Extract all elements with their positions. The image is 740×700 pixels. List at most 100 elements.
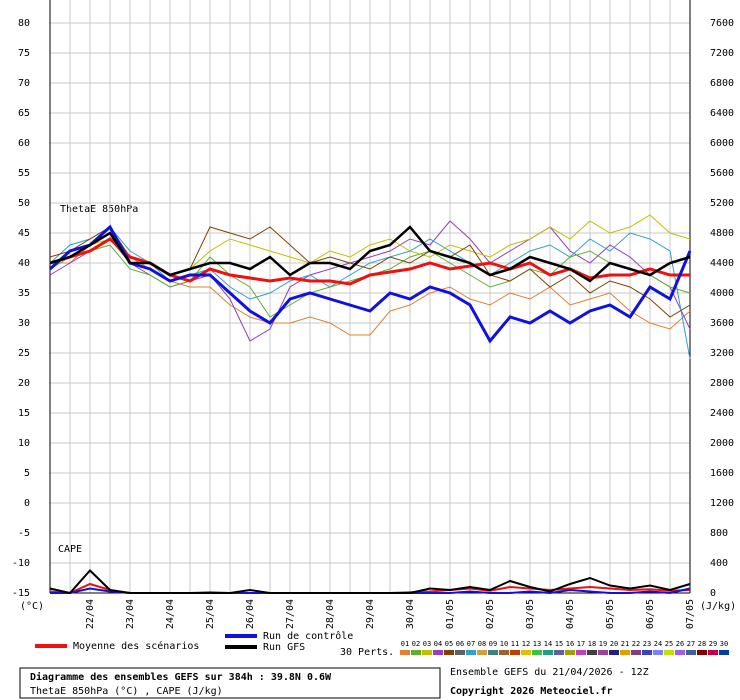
perts-legend-label: 30 Perts. (340, 647, 394, 658)
y-tick-label: 35 (18, 288, 30, 299)
x-tick-label: 24/04 (165, 599, 176, 629)
pert-legend-label: 06 (456, 640, 464, 648)
pert-legend-label: 01 (401, 640, 409, 648)
y2-tick-label: 4000 (710, 288, 734, 299)
y2-tick-label: 1600 (710, 468, 734, 479)
x-tick-label: 30/04 (405, 599, 416, 629)
cape-line (49, 569, 691, 595)
x-tick-label: 03/05 (525, 599, 536, 629)
pert-legend-swatch (675, 650, 685, 655)
pert-legend-swatch (587, 650, 597, 655)
x-tick-label: 23/04 (125, 599, 136, 629)
chart-title: Diagramme des ensembles GEFS sur 384h : … (30, 671, 332, 683)
pert-legend-label: 07 (467, 640, 475, 648)
y2-tick-label: 7600 (710, 18, 734, 29)
pert-legend-swatch (499, 650, 509, 655)
y-tick-label: 75 (18, 48, 30, 59)
x-tick-label: 29/04 (365, 599, 376, 629)
x-tick-label: 22/04 (85, 599, 96, 629)
chart-subtitle: ThetaE 850hPa (°C) , CAPE (J/kg) (30, 686, 223, 697)
x-tick-label: 28/04 (325, 599, 336, 629)
pert-legend-swatch (708, 650, 718, 655)
y2-tick-label: 4400 (710, 258, 734, 269)
pert-legend-label: 04 (434, 640, 442, 648)
y2-tick-label: 6400 (710, 108, 734, 119)
pert-legend-swatch (466, 650, 476, 655)
pert-legend-label: 27 (687, 640, 695, 648)
y2-tick-label: 2000 (710, 438, 734, 449)
x-tick-label: 01/05 (445, 599, 456, 629)
series-line (48, 224, 692, 344)
y2-tick-label: 800 (710, 528, 728, 539)
pert-legend-label: 10 (500, 640, 508, 648)
copyright: Copyright 2026 Meteociel.fr (450, 685, 613, 697)
pert-legend-label: 18 (588, 640, 596, 648)
perturbation-line (49, 226, 691, 360)
pert-legend-swatch (488, 650, 498, 655)
y2-tick-label: 5200 (710, 198, 734, 209)
y-tick-label: 0 (24, 498, 30, 509)
pert-legend-label: 21 (621, 640, 629, 648)
pert-legend-swatch (620, 650, 630, 655)
y-tick-label: -15 (12, 588, 30, 599)
y2-tick-label: 400 (710, 558, 728, 569)
y-tick-label: 50 (18, 198, 30, 209)
pert-legend-swatch (719, 650, 729, 655)
pert-legend-swatch (477, 650, 487, 655)
pert-legend-label: 22 (632, 640, 640, 648)
pert-legend-swatch (686, 650, 696, 655)
y-tick-label: 45 (18, 228, 30, 239)
y2-tick-label: 6000 (710, 138, 734, 149)
pert-legend-label: 13 (533, 640, 541, 648)
pert-legend-swatch (444, 650, 454, 655)
pert-legend-swatch (532, 650, 542, 655)
y2-tick-label: 7200 (710, 48, 734, 59)
pert-legend-swatch (664, 650, 674, 655)
x-tick-label: 25/04 (205, 599, 216, 629)
y2-tick-label: 2800 (710, 378, 734, 389)
y-tick-label: 70 (18, 78, 30, 89)
x-tick-label: 05/05 (605, 599, 616, 629)
pert-legend-swatch (565, 650, 575, 655)
pert-legend-label: 30 (720, 640, 728, 648)
y2-axis-label: (J/kg) (700, 601, 736, 612)
y2-tick-label: 5600 (710, 168, 734, 179)
pert-legend-label: 05 (445, 640, 453, 648)
pert-legend-swatch (521, 650, 531, 655)
legend-label: Moyenne des scénarios (73, 640, 199, 652)
y2-tick-label: 6800 (710, 78, 734, 89)
pert-legend-swatch (400, 650, 410, 655)
y2-tick-label: 4800 (710, 228, 734, 239)
y-tick-label: 40 (18, 258, 30, 269)
thetae-label: ThetaE 850hPa (60, 204, 138, 215)
x-tick-label: 04/05 (565, 599, 576, 629)
y-axis-label: (°C) (20, 601, 44, 612)
pert-legend-swatch (642, 650, 652, 655)
pert-legend-label: 28 (698, 640, 706, 648)
y-tick-label: 20 (18, 378, 30, 389)
pert-legend-swatch (411, 650, 421, 655)
pert-legend-swatch (554, 650, 564, 655)
legend-label: Run GFS (263, 642, 305, 653)
y-tick-label: 15 (18, 408, 30, 419)
y-tick-label: 65 (18, 108, 30, 119)
series-line (49, 225, 691, 283)
title-box (19, 667, 441, 699)
pert-legend-label: 17 (577, 640, 585, 648)
pert-legend-swatch (697, 650, 707, 655)
pert-legend-label: 26 (676, 640, 684, 648)
y-tick-label: 55 (18, 168, 30, 179)
y-tick-label: 25 (18, 348, 30, 359)
pert-legend-swatch (433, 650, 443, 655)
x-tick-label: 02/05 (485, 599, 496, 629)
y2-tick-label: 0 (710, 588, 716, 599)
pert-legend-swatch (510, 650, 520, 655)
x-tick-label: 26/04 (245, 599, 256, 629)
x-tick-label: 27/04 (285, 599, 296, 629)
y-tick-label: 30 (18, 318, 30, 329)
run-info: Ensemble GEFS du 21/04/2026 - 12Z (450, 667, 649, 678)
y-tick-label: 5 (24, 468, 30, 479)
y-tick-label: 60 (18, 138, 30, 149)
pert-legend-label: 14 (544, 640, 552, 648)
